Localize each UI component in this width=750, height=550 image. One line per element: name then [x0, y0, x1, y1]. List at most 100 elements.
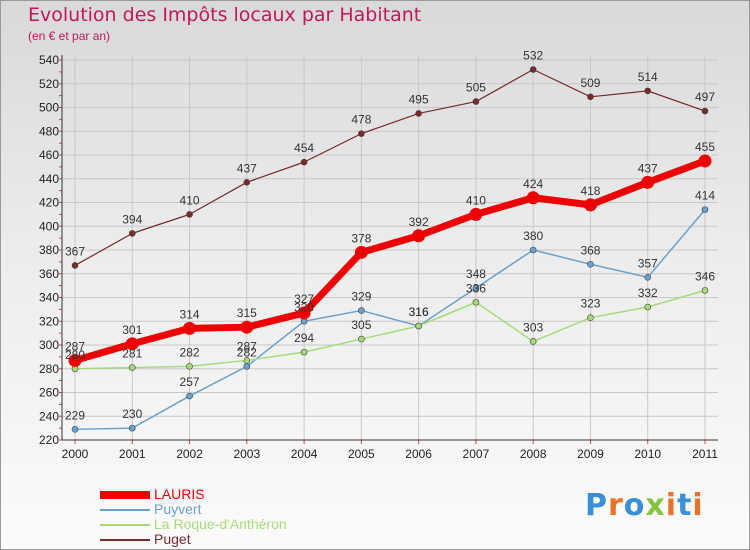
y-tick-label: 480 [39, 124, 59, 138]
series-line-puyvert [74, 208, 706, 431]
x-tick-label: 2009 [577, 447, 604, 461]
data-label-lauris: 437 [638, 161, 658, 175]
data-point-lauris [68, 353, 82, 367]
data-point-puget [186, 211, 193, 218]
data-point-lauris [297, 306, 311, 320]
data-label-puget: 367 [65, 244, 85, 258]
data-point-puget [701, 107, 709, 115]
data-label-puyvert: 414 [695, 189, 715, 203]
data-label-puget: 437 [237, 161, 257, 175]
x-tick-label: 2011 [692, 447, 718, 461]
data-label-la-roque-d-anth-ron: 287 [237, 339, 257, 353]
legend-label: Puyvert [154, 501, 202, 517]
data-label-lauris: 315 [237, 306, 257, 320]
data-point-puyvert [243, 363, 251, 370]
data-point-la-roque-d-anth-ron [472, 298, 480, 306]
legend-swatch [100, 509, 150, 511]
data-label-la-roque-d-anth-ron: 332 [638, 286, 658, 300]
x-tick-label: 2004 [291, 447, 318, 461]
x-tick-label: 2007 [463, 447, 490, 461]
data-point-puyvert [128, 424, 136, 432]
data-label-lauris: 410 [466, 193, 486, 207]
axes: 220 240 260 280 300 320 340 360 380 400 420 440 460 4… [39, 53, 718, 461]
x-tick-label: 2010 [634, 447, 661, 461]
data-point-puyvert [186, 392, 193, 400]
logo-letter: o [623, 488, 646, 523]
logo-letter: x [645, 488, 666, 523]
legend-label: LAURIS [154, 486, 205, 502]
data-point-puget [587, 93, 594, 101]
data-point-puyvert [529, 246, 537, 254]
data-point-puyvert [587, 260, 594, 268]
logo-letter: i [665, 488, 678, 523]
chart-subtitle: (en € et par an) [28, 29, 111, 43]
data-label-lauris: 314 [180, 307, 200, 321]
y-tick-label: 280 [39, 362, 59, 376]
data-point-puget [529, 66, 537, 73]
x-tick-label: 2003 [233, 447, 260, 461]
data-label-puget: 454 [294, 141, 314, 155]
data-label-lauris: 301 [122, 323, 142, 337]
data-label-la-roque-d-anth-ron: 316 [409, 305, 429, 319]
data-point-puget [128, 230, 136, 237]
data-point-puyvert [71, 426, 79, 433]
data-point-la-roque-d-anth-ron [358, 335, 365, 343]
legend-swatch [100, 539, 150, 541]
series-line-lauris [71, 157, 709, 364]
y-tick-label: 540 [39, 53, 59, 67]
y-tick-label: 320 [39, 314, 59, 328]
data-label-puyvert: 348 [466, 267, 486, 281]
data-point-puget [358, 130, 365, 137]
logo-letter: i [692, 488, 704, 523]
data-point-la-roque-d-anth-ron [300, 348, 308, 356]
y-tick-label: 500 [39, 101, 59, 115]
data-label-la-roque-d-anth-ron: 323 [580, 297, 600, 311]
grid-lines [62, 55, 718, 440]
data-point-la-roque-d-anth-ron [701, 287, 709, 294]
data-point-la-roque-d-anth-ron [415, 322, 422, 330]
data-label-la-roque-d-anth-ron: 305 [351, 318, 371, 332]
data-label-lauris: 392 [409, 215, 429, 229]
data-label-puyvert: 282 [237, 345, 257, 359]
data-label-puget: 505 [466, 81, 486, 95]
data-label-puget: 394 [122, 212, 142, 226]
data-label-puyvert: 368 [580, 243, 600, 257]
series-line-puget [74, 68, 706, 267]
data-label-lauris: 455 [695, 140, 715, 154]
data-labels: 287 301 314 315 327 378 392 410 424 418 437 455 229 2… [65, 49, 715, 423]
data-label-puyvert: 380 [523, 229, 543, 243]
y-tick-label: 260 [39, 386, 59, 400]
legend-label: La Roque-d'Anthéron [154, 516, 287, 532]
logo-letter: t [677, 488, 693, 523]
data-label-puget: 509 [580, 76, 600, 90]
data-label-lauris: 378 [351, 231, 371, 245]
y-tick-label: 300 [39, 338, 59, 352]
x-tick-label: 2008 [520, 447, 547, 461]
data-label-la-roque-d-anth-ron: 294 [294, 331, 314, 345]
data-point-la-roque-d-anth-ron [243, 357, 251, 364]
data-point-puget [243, 179, 251, 186]
data-point-lauris [583, 198, 597, 212]
data-point-puget [71, 262, 79, 269]
y-tick-label: 240 [39, 409, 59, 423]
data-point-la-roque-d-anth-ron [186, 363, 193, 370]
data-point-puget [415, 110, 422, 117]
x-tick-label: 2006 [405, 447, 432, 461]
data-point-puyvert [644, 274, 652, 281]
x-tick-label: 2002 [176, 447, 203, 461]
data-point-lauris [469, 207, 483, 221]
data-point-lauris [641, 175, 655, 189]
data-point-la-roque-d-anth-ron [128, 364, 136, 371]
data-label-puyvert: 257 [180, 375, 200, 389]
data-label-la-roque-d-anth-ron: 282 [180, 345, 200, 359]
y-tick-label: 400 [39, 219, 59, 233]
series-group [68, 66, 712, 433]
data-label-puyvert: 357 [638, 256, 658, 270]
data-label-puget: 497 [695, 90, 715, 104]
data-point-puyvert [701, 206, 709, 213]
logo-letter: r [608, 488, 624, 523]
data-label-lauris: 424 [523, 177, 543, 191]
data-point-la-roque-d-anth-ron [644, 303, 652, 311]
data-label-puget: 514 [638, 70, 658, 84]
